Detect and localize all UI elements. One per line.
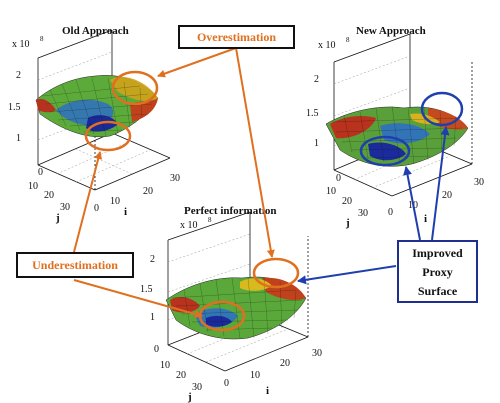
arrow-improved-to-new-high	[431, 126, 450, 241]
plot-perfect-title: Perfect information	[184, 205, 277, 217]
plot-new-approach: New Approach x 10 8	[306, 25, 484, 229]
plot-perfect-information: Perfect information x 10 8	[140, 205, 322, 403]
plot-perfect-i-tick-0: 0	[224, 378, 229, 389]
new-low-ellipse	[359, 135, 411, 167]
plot-perfect-j-tick-20: 20	[176, 370, 186, 381]
plot-perfect-j-label: j	[187, 391, 192, 403]
old-underestimation-ellipse	[84, 120, 132, 152]
plot-perfect-surface-peak	[240, 278, 272, 291]
plot-new-surface-dip	[368, 142, 406, 161]
plot-new-i-tick-0: 0	[388, 207, 393, 218]
plot-perfect-i-tick-10: 10	[250, 370, 260, 381]
overestimation-callout: Overestimation	[178, 25, 295, 49]
plot-old-i-tick-10: 10	[110, 196, 120, 207]
arrow-under-to-old	[73, 151, 103, 253]
plot-old-exponent: 8	[40, 35, 44, 43]
plot-old-i-label: i	[124, 206, 127, 218]
underestimation-callout: Underestimation	[16, 252, 134, 278]
plot-perfect-j-tick-10: 10	[160, 360, 170, 371]
plot-new-j-tick-0: 0	[336, 173, 341, 184]
plot-new-multiplier: x 10	[318, 40, 336, 51]
callout-arrows	[73, 47, 450, 318]
improved-callout-line-1: Improved	[412, 246, 463, 260]
plot-perfect-i-tick-20: 20	[280, 358, 290, 369]
arrow-improved-to-perfect	[297, 265, 397, 285]
plot-perfect-i-tick-30: 30	[312, 348, 322, 359]
plot-new-exponent: 8	[346, 36, 350, 44]
highlight-ellipses	[84, 70, 464, 332]
plot-perfect-surface-edge-right	[262, 277, 306, 300]
plot-perfect-j-tick-30: 30	[192, 382, 202, 393]
perfect-high-ellipse	[252, 257, 300, 289]
plot-perfect-exponent: 8	[208, 216, 212, 224]
plot-new-j-tick-10: 10	[326, 186, 336, 197]
plot-old-j-tick-20: 20	[44, 190, 54, 201]
plot-new-i-label: i	[424, 213, 427, 225]
plot-old-j-label: j	[55, 212, 60, 224]
plot-old-surface-edge	[36, 98, 56, 113]
plot-old-j-tick-10: 10	[28, 181, 38, 192]
plot-perfect-j-tick-0: 0	[154, 344, 159, 355]
plot-new-z-tick-1-5: 1.5	[306, 108, 319, 119]
improved-proxy-surface-callout: Improved Proxy Surface	[397, 240, 478, 303]
arrow-under-to-perfect	[73, 279, 203, 318]
plot-old-i-tick-0: 0	[94, 203, 99, 214]
plot-old-approach: Old Approach x 10 8	[8, 25, 180, 224]
plot-new-j-label: j	[345, 217, 350, 229]
plot-old-surface-high	[110, 76, 158, 101]
arrow-over-to-perfect	[235, 47, 275, 258]
plot-old-z-tick-1-5: 1.5	[8, 102, 21, 113]
plot-new-z-tick-2: 2	[314, 74, 319, 85]
plot-new-j-tick-20: 20	[342, 196, 352, 207]
plot-new-j-tick-30: 30	[358, 208, 368, 219]
arrow-over-to-old	[157, 47, 237, 78]
new-high-ellipse	[420, 91, 464, 127]
plot-perfect-z-tick-1-5: 1.5	[140, 284, 153, 295]
improved-callout-line-3: Surface	[417, 284, 458, 298]
plot-new-i-tick-20: 20	[442, 190, 452, 201]
plot-old-i-tick-30: 30	[170, 173, 180, 184]
old-overestimation-ellipse	[111, 70, 159, 106]
plot-old-z-tick-1: 1	[16, 133, 21, 144]
plot-new-i-tick-30: 30	[474, 177, 484, 188]
plot-old-multiplier: x 10	[12, 39, 30, 50]
plot-old-title: Old Approach	[62, 25, 129, 37]
plot-old-z-tick-2: 2	[16, 70, 21, 81]
plot-perfect-z-tick-1: 1	[150, 312, 155, 323]
plot-new-title: New Approach	[356, 25, 426, 37]
plot-old-i-tick-20: 20	[143, 186, 153, 197]
plot-perfect-z-tick-2: 2	[150, 254, 155, 265]
plot-old-j-tick-30: 30	[60, 202, 70, 213]
plot-old-mesh	[41, 77, 153, 137]
arrow-improved-to-new-low	[403, 166, 421, 241]
plot-old-j-tick-0: 0	[38, 167, 43, 178]
plot-perfect-multiplier: x 10	[180, 220, 198, 231]
plot-new-z-tick-1: 1	[314, 138, 319, 149]
improved-callout-line-2: Proxy	[422, 265, 453, 279]
plot-perfect-i-label: i	[266, 385, 269, 397]
